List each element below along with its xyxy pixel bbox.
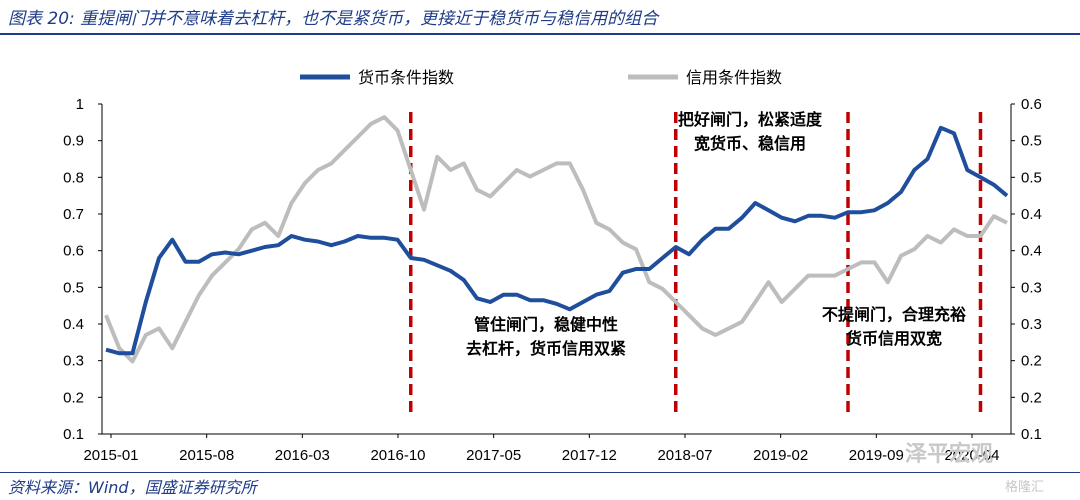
x-tick-label: 2017-12: [562, 447, 617, 464]
x-tick-label: 2017-05: [466, 447, 521, 464]
left-tick-label: 0.1: [63, 426, 84, 443]
right-tick-label: 0.2: [1021, 389, 1042, 406]
right-tick-label: 0.3: [1021, 279, 1042, 296]
chart-legend: 货币条件指数 信用条件指数: [300, 69, 782, 87]
monetary-condition-line: [105, 125, 1009, 356]
x-tick-label: 2015-01: [83, 447, 138, 464]
right-tick-label: 0.5: [1021, 133, 1042, 150]
annotation-text: 货币信用双宽: [846, 329, 942, 348]
x-tick-label: 2016-03: [275, 447, 330, 464]
x-tick-label: 2019-09: [849, 447, 904, 464]
right-tick-label: 0.6: [1021, 96, 1042, 113]
series-lines: [104, 115, 1009, 364]
left-tick-label: 0.7: [63, 206, 84, 223]
right-tick-label: 0.5: [1021, 169, 1042, 186]
chart-svg: 10.90.80.70.60.50.40.30.20.1 0.60.50.50.…: [63, 69, 1042, 464]
annotation-text: 管住闸门，稳健中性: [474, 315, 618, 334]
x-tick-label: 2020-04: [944, 447, 999, 464]
title-divider: [0, 33, 1080, 35]
annotation-text: 不提闸门，合理充裕: [822, 305, 966, 324]
left-tick-label: 0.4: [63, 316, 84, 333]
watermark-logo-2: 格隆汇: [1005, 480, 1045, 495]
left-tick-label: 0.5: [63, 279, 84, 296]
left-tick-label: 0.8: [63, 169, 84, 186]
right-tick-label: 0.4: [1021, 243, 1042, 260]
right-tick-label: 0.2: [1021, 353, 1042, 370]
left-tick-label: 1: [76, 96, 84, 113]
legend-label: 信用条件指数: [686, 69, 782, 87]
left-tick-label: 0.2: [63, 389, 84, 406]
right-tick-label: 0.1: [1021, 426, 1042, 443]
right-tick-label: 0.4: [1021, 206, 1042, 223]
x-tick-label: 2015-08: [179, 447, 234, 464]
annotation-text: 把好闸门，松紧适度: [678, 110, 823, 129]
chart-title: 图表 20: 重提闸门并不意味着去杠杆，也不是紧货币，更接近于稳货币与稳信用的组…: [8, 9, 659, 29]
left-tick-label: 0.3: [63, 353, 84, 370]
watermark-logo: 泽平宏观: [905, 442, 994, 467]
right-tick-label: 0.3: [1021, 316, 1042, 333]
x-axis-ticks: 2015-01 2015-08 2016-03 2016-10 2017-05 2017-…: [83, 434, 1000, 464]
legend-label: 货币条件指数: [358, 69, 454, 87]
left-tick-label: 0.6: [63, 243, 84, 260]
annotation-text: 去杠杆，货币信用双紧: [466, 339, 626, 358]
annotation-text: 宽货币、稳信用: [694, 134, 806, 153]
vertical-markers: [409, 112, 983, 412]
x-tick-label: 2018-07: [657, 447, 712, 464]
source-divider: [0, 472, 1080, 473]
x-tick-label: 2019-02: [753, 447, 808, 464]
left-axis-ticks: 1 0.9 0.8 0.7 0.6 0.5 0.4 0.3 0.2 0.1: [63, 96, 1011, 443]
right-axis-ticks: 0.6 0.5 0.5 0.4 0.4 0.3 0.3 0.2 0.2 0.1: [1010, 96, 1042, 443]
credit-condition-line: [104, 115, 1008, 364]
source-note: 资料来源：Wind，国盛证券研究所: [8, 478, 257, 497]
left-tick-label: 0.9: [63, 133, 84, 150]
x-tick-label: 2016-10: [370, 447, 425, 464]
